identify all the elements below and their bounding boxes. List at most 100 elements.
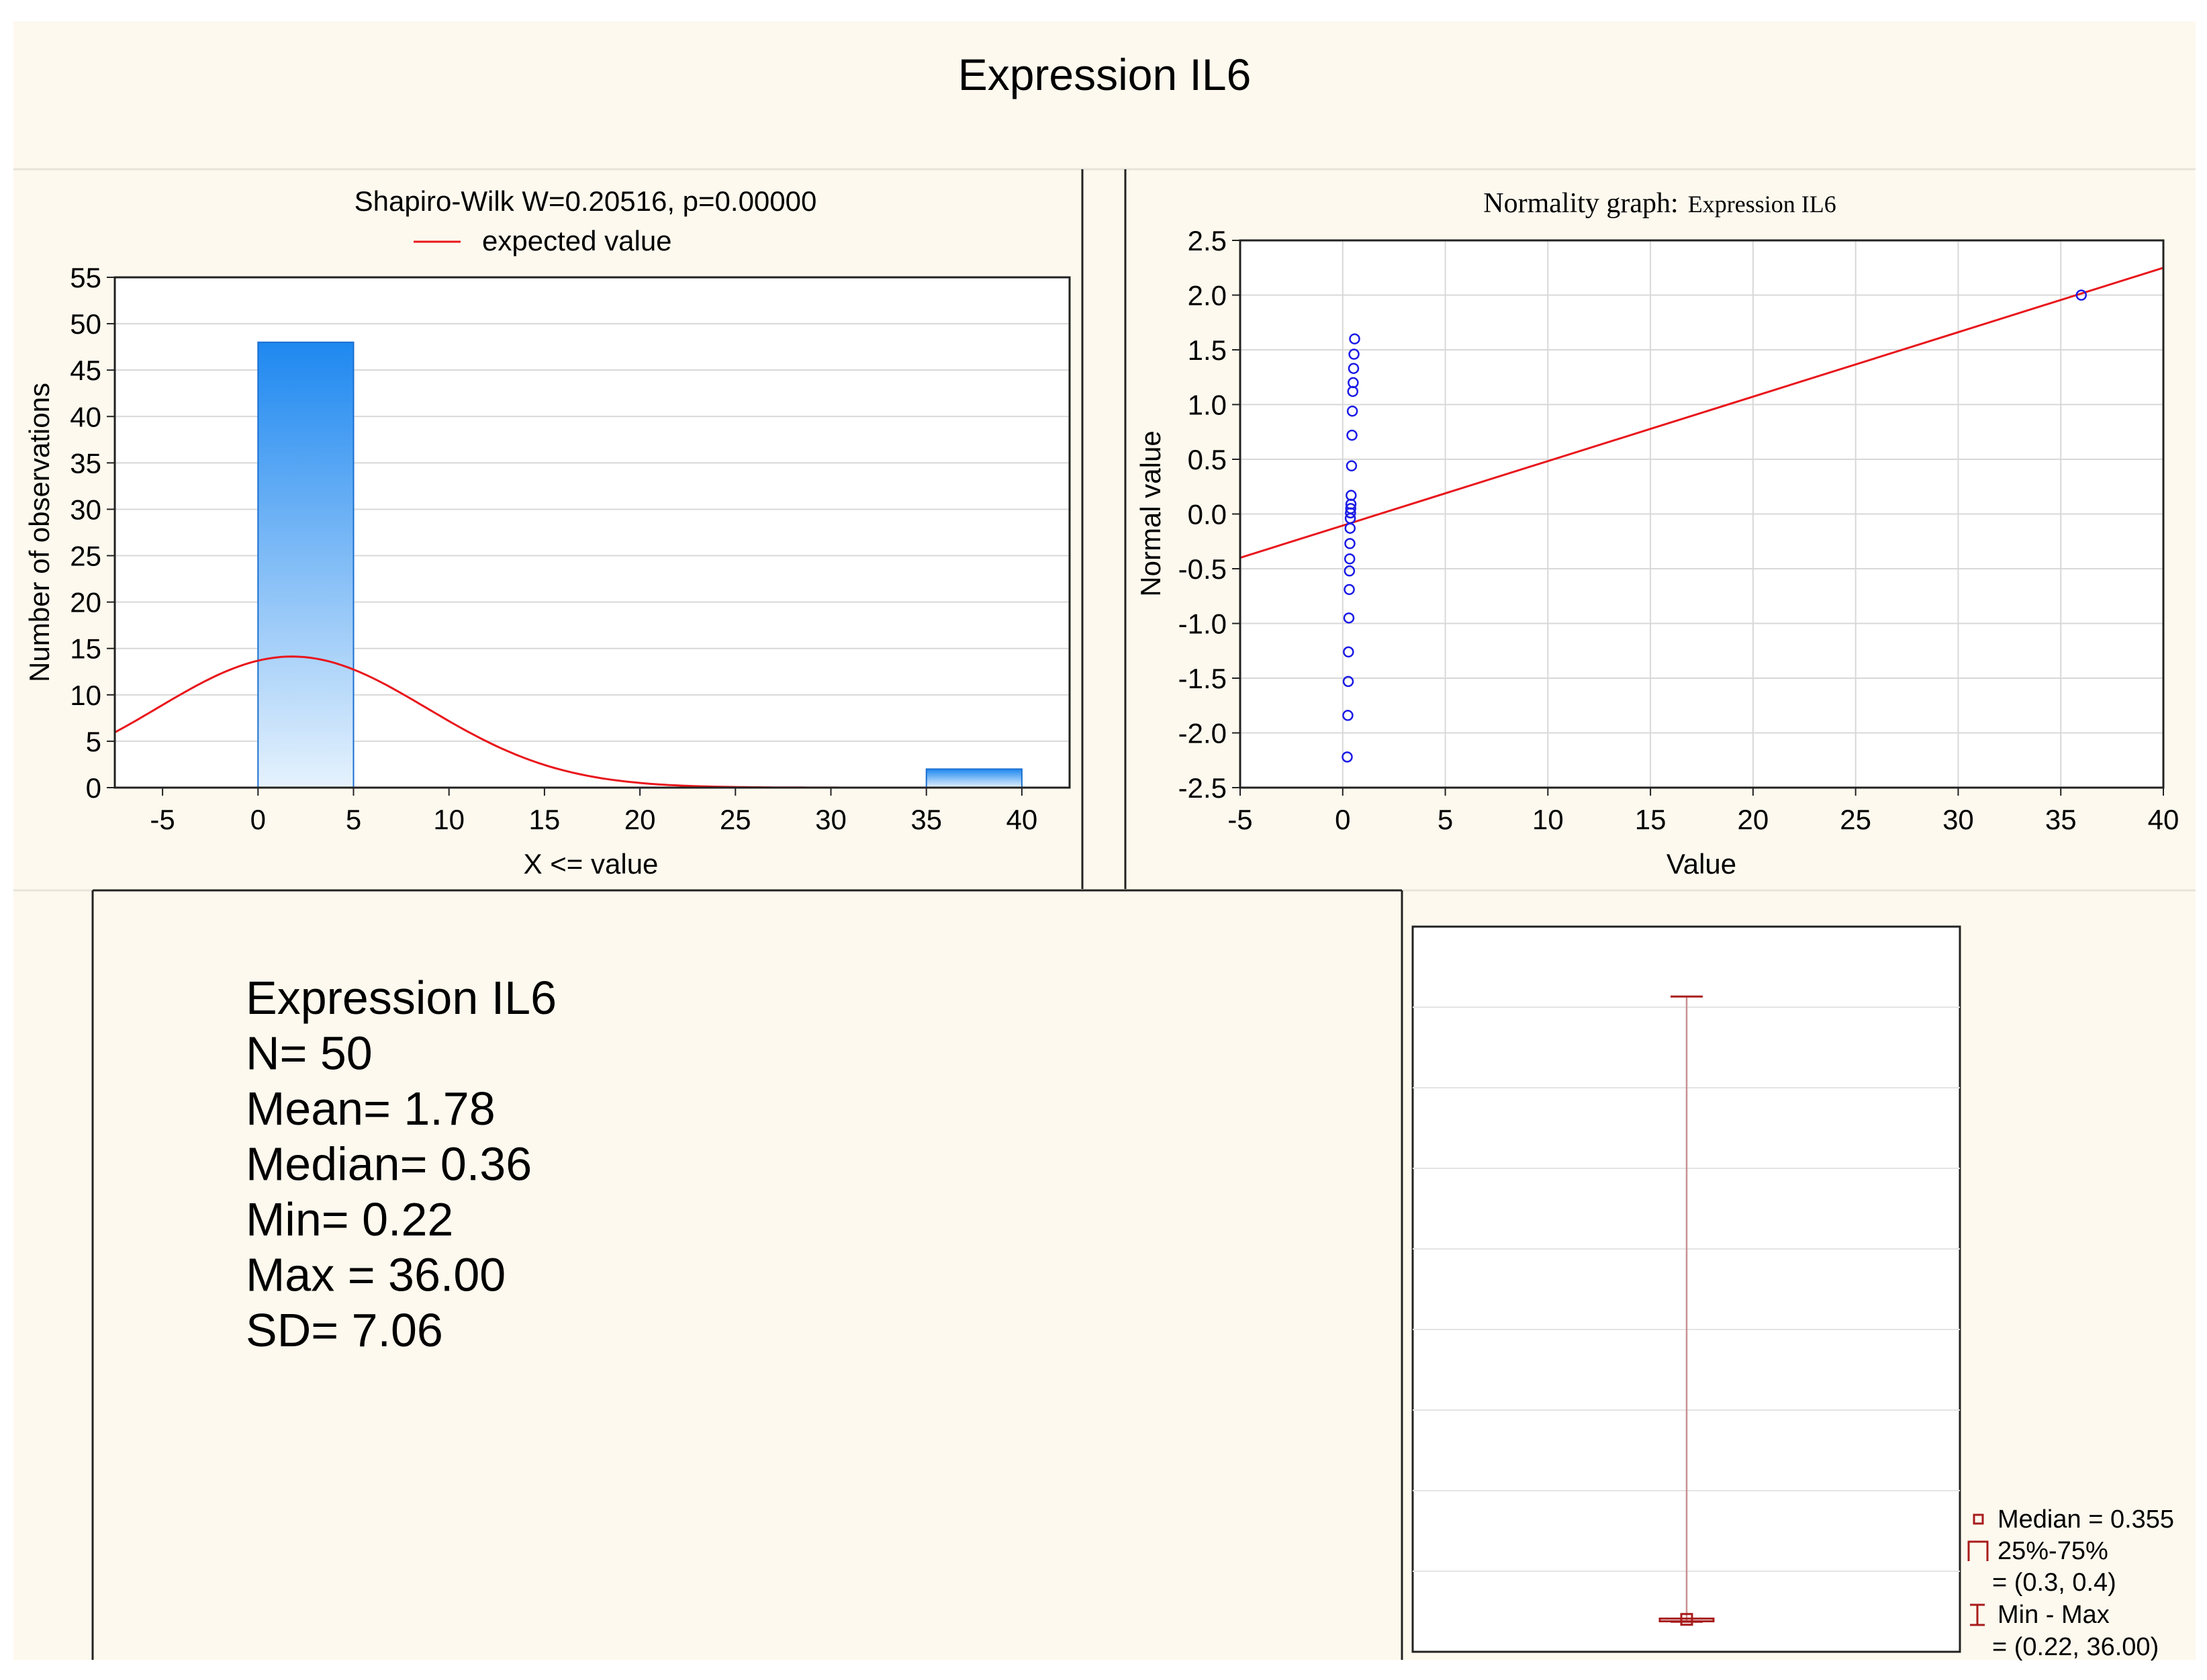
normality-x-axis-label: Value <box>1666 848 1736 880</box>
histogram-x-tick-label: 15 <box>529 804 561 835</box>
stats-line: N= 50 <box>246 1027 373 1080</box>
stats-line: Median= 0.36 <box>246 1138 532 1191</box>
histogram-x-tick-label: 5 <box>346 804 361 835</box>
normality-data-point <box>1344 565 1356 577</box>
histogram-y-tick-label: 40 <box>70 401 101 432</box>
legend-range-marker <box>1970 1603 1985 1626</box>
normality-x-tick-label: 25 <box>1840 804 1871 835</box>
normality-chart: Normality graph: Expression IL6 -5 0 5 10 15… <box>1135 188 2179 880</box>
normality-y-tick-label: -1.0 <box>1178 608 1227 640</box>
normality-y-tick-label: 2.5 <box>1188 225 1227 256</box>
normality-data-point <box>1349 333 1360 344</box>
histogram-y-tick-label: 35 <box>70 447 101 479</box>
normality-title-prefix: Normality graph: <box>1483 188 1678 219</box>
histogram-x-tick-label: 0 <box>250 804 266 835</box>
stats-line: Max = 36.00 <box>246 1249 506 1301</box>
histogram-bar <box>257 341 355 788</box>
normality-y-tick-label: -1.5 <box>1178 663 1227 694</box>
box-plot-legend: Median = 0.355 25%-75% = (0.3, 0.4) Min … <box>1967 1505 2174 1661</box>
normality-data-point <box>1342 751 1353 763</box>
normality-y-axis-label: Normal value <box>1135 430 1166 596</box>
expected-normal-line <box>1240 267 2163 559</box>
histogram-y-tick-label: 50 <box>70 308 101 340</box>
normality-data-point <box>1342 710 1354 721</box>
normality-data-point <box>1343 612 1355 624</box>
histogram-y-tick-label: 20 <box>70 587 101 618</box>
stats-line: Mean= 1.78 <box>246 1082 496 1135</box>
normality-data-point <box>1344 553 1356 565</box>
stats-line: Min= 0.22 <box>246 1193 453 1246</box>
histogram-y-tick-label: 15 <box>70 633 101 665</box>
histogram-x-tick-label: 40 <box>1006 804 1038 835</box>
histogram-x-axis-label: X <= value <box>524 848 659 880</box>
histogram-y-tick-label: 30 <box>70 494 101 525</box>
panel-dividers <box>13 168 2196 1660</box>
histogram-y-axis-label: Number of observations <box>24 383 55 682</box>
histogram-x-tick-label: 35 <box>910 804 942 835</box>
histogram-plot-frame <box>113 276 1071 789</box>
histogram-x-tick-label: 10 <box>433 804 465 835</box>
legend-expected-value: expected value <box>482 225 672 256</box>
histogram-x-tick-label: 20 <box>624 804 656 835</box>
box-iqr <box>1658 1618 1715 1623</box>
histogram-title: Shapiro-Wilk W=0.20516, p=0.00000 <box>355 185 817 217</box>
box-median-marker <box>1680 1613 1693 1626</box>
normality-data-point <box>1346 406 1358 417</box>
normality-y-tick-label: 1.0 <box>1188 389 1227 421</box>
histogram-y-tick-label: 25 <box>70 541 101 572</box>
histogram-x-tick-label: 30 <box>815 804 847 835</box>
histogram-bar <box>925 768 1023 789</box>
normality-data-point <box>1346 460 1358 472</box>
histogram-x-tick-label: 25 <box>720 804 751 835</box>
normality-title-variable: Expression IL6 <box>1688 191 1836 218</box>
legend-median-text: Median = 0.355 <box>1998 1505 2174 1534</box>
normality-data-point <box>1343 646 1354 658</box>
normality-x-tick-label: 5 <box>1438 804 1453 835</box>
normality-data-point <box>1348 377 1359 389</box>
normality-data-point <box>1348 363 1360 374</box>
legend-iqr-marker <box>1967 1540 1989 1561</box>
histogram-x-tick-label: -5 <box>150 804 175 835</box>
normality-y-tick-label: -0.5 <box>1178 553 1227 585</box>
normality-y-tick-label: 0.0 <box>1188 499 1227 530</box>
legend-iqr-label: 25%-75% <box>1998 1537 2108 1565</box>
normality-x-tick-label: 15 <box>1635 804 1666 835</box>
legend-median-marker <box>1973 1513 1984 1525</box>
normality-y-tick-label: 2.0 <box>1188 280 1227 312</box>
stats-line: Expression IL6 <box>246 972 557 1024</box>
legend-iqr-value: = (0.3, 0.4) <box>1992 1569 2116 1597</box>
normality-data-point <box>1344 584 1355 596</box>
histogram-y-tick-label: 45 <box>70 355 101 386</box>
normality-title: Normality graph: Expression IL6 <box>1483 188 1836 219</box>
histogram-y-tick-label: 5 <box>86 726 101 757</box>
normality-data-point <box>1346 489 1357 502</box>
normality-y-tick-label: 1.5 <box>1188 334 1227 366</box>
normality-x-tick-label: 20 <box>1738 804 1769 835</box>
box-plot: Median = 0.355 25%-75% = (0.3, 0.4) Min … <box>1411 925 2174 1661</box>
legend-range-value: = (0.22, 36.00) <box>1992 1633 2159 1661</box>
histogram-y-tick-label: 55 <box>70 262 101 293</box>
normality-x-tick-label: 35 <box>2045 804 2077 835</box>
normality-data-point <box>2075 289 2087 301</box>
normality-x-tick-label: 0 <box>1335 804 1350 835</box>
normality-data-point <box>1342 675 1354 688</box>
normality-data-point <box>1346 429 1358 441</box>
normality-y-tick-label: -2.0 <box>1178 718 1227 749</box>
stats-line: SD= 7.06 <box>246 1304 443 1356</box>
normality-y-tick-label: -2.5 <box>1178 772 1227 804</box>
normality-data-point <box>1345 503 1356 514</box>
legend-range-label: Min - Max <box>1998 1601 2110 1629</box>
histogram-y-tick-label: 10 <box>70 680 101 711</box>
histogram-y-tick-label: 0 <box>86 772 101 804</box>
page-title: Expression IL6 <box>958 50 1252 99</box>
normality-x-tick-label: 10 <box>1532 804 1564 835</box>
normality-data-point <box>1344 538 1356 549</box>
normality-x-tick-label: 40 <box>2148 804 2179 835</box>
expected-value-curve <box>115 655 1070 788</box>
normality-x-tick-label: -5 <box>1227 804 1252 835</box>
histogram-chart: Shapiro-Wilk W=0.20516, p=0.00000 expect… <box>24 185 1071 880</box>
normality-data-point <box>1348 348 1360 360</box>
